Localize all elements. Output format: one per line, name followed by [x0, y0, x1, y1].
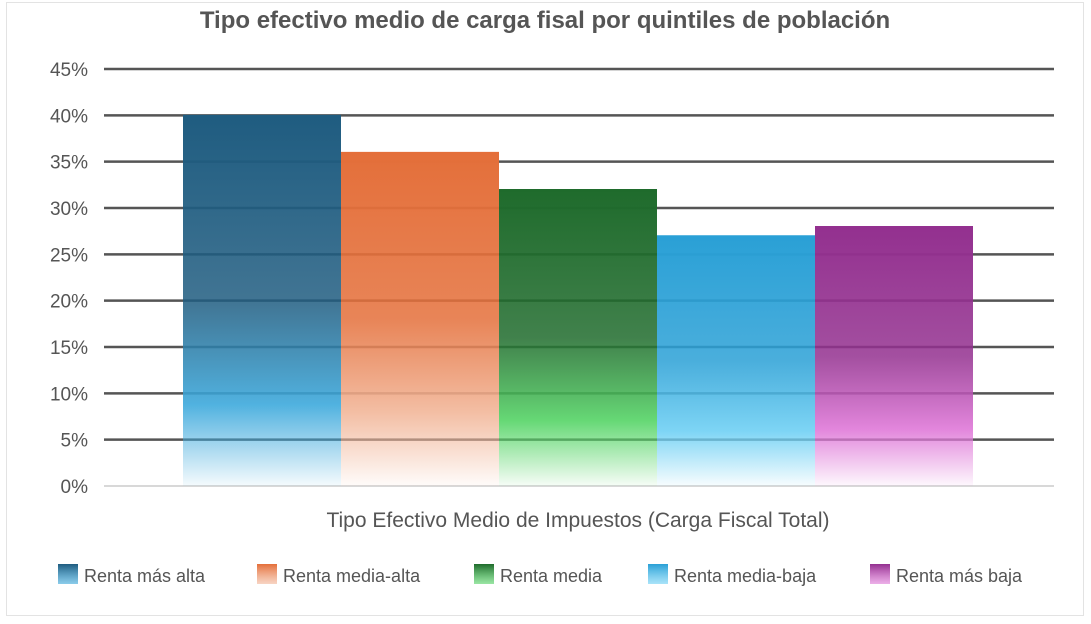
legend-label: Renta media-baja — [674, 566, 817, 586]
bar — [341, 152, 499, 486]
y-tick-label: 20% — [50, 292, 88, 313]
legend-item: Renta media-baja — [648, 564, 817, 586]
bar — [815, 226, 973, 487]
legend-swatch — [257, 564, 277, 584]
y-tick-label: 25% — [50, 245, 88, 266]
chart-title: Tipo efectivo medio de carga fisal por q… — [200, 7, 890, 34]
y-tick-label: 10% — [50, 384, 88, 405]
legend-swatch — [648, 564, 668, 584]
legend: Renta más alta Renta media-alta Renta medi… — [58, 564, 1023, 586]
y-tick-label: 45% — [50, 60, 88, 81]
y-tick-label: 0% — [61, 477, 89, 498]
y-tick-label: 35% — [50, 153, 88, 174]
y-axis-ticks: 0% 5% 10% 15% 20% 25% 30% 35% 40% 45% — [50, 60, 88, 498]
y-tick-label: 5% — [61, 431, 89, 452]
y-tick-label: 30% — [50, 199, 88, 220]
bar — [499, 189, 657, 486]
legend-item: Renta media — [474, 564, 603, 586]
legend-label: Renta media — [500, 566, 603, 586]
legend-item: Renta más baja — [870, 564, 1023, 586]
legend-swatch — [474, 564, 494, 584]
y-tick-label: 15% — [50, 338, 88, 359]
legend-item: Renta más alta — [58, 564, 206, 586]
legend-swatch — [58, 564, 78, 584]
legend-item: Renta media-alta — [257, 564, 421, 586]
legend-swatch — [870, 564, 890, 584]
bars — [183, 114, 973, 487]
bar — [657, 235, 815, 486]
legend-label: Renta más alta — [84, 566, 206, 586]
legend-label: Renta media-alta — [283, 566, 421, 586]
bar — [183, 115, 341, 486]
x-category-label: Tipo Efectivo Medio de Impuestos (Carga … — [326, 509, 829, 532]
legend-label: Renta más baja — [896, 566, 1023, 586]
y-tick-label: 40% — [50, 106, 88, 127]
